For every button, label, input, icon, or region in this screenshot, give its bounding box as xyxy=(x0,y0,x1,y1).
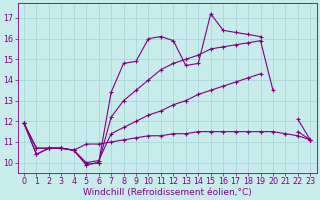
X-axis label: Windchill (Refroidissement éolien,°C): Windchill (Refroidissement éolien,°C) xyxy=(83,188,252,197)
